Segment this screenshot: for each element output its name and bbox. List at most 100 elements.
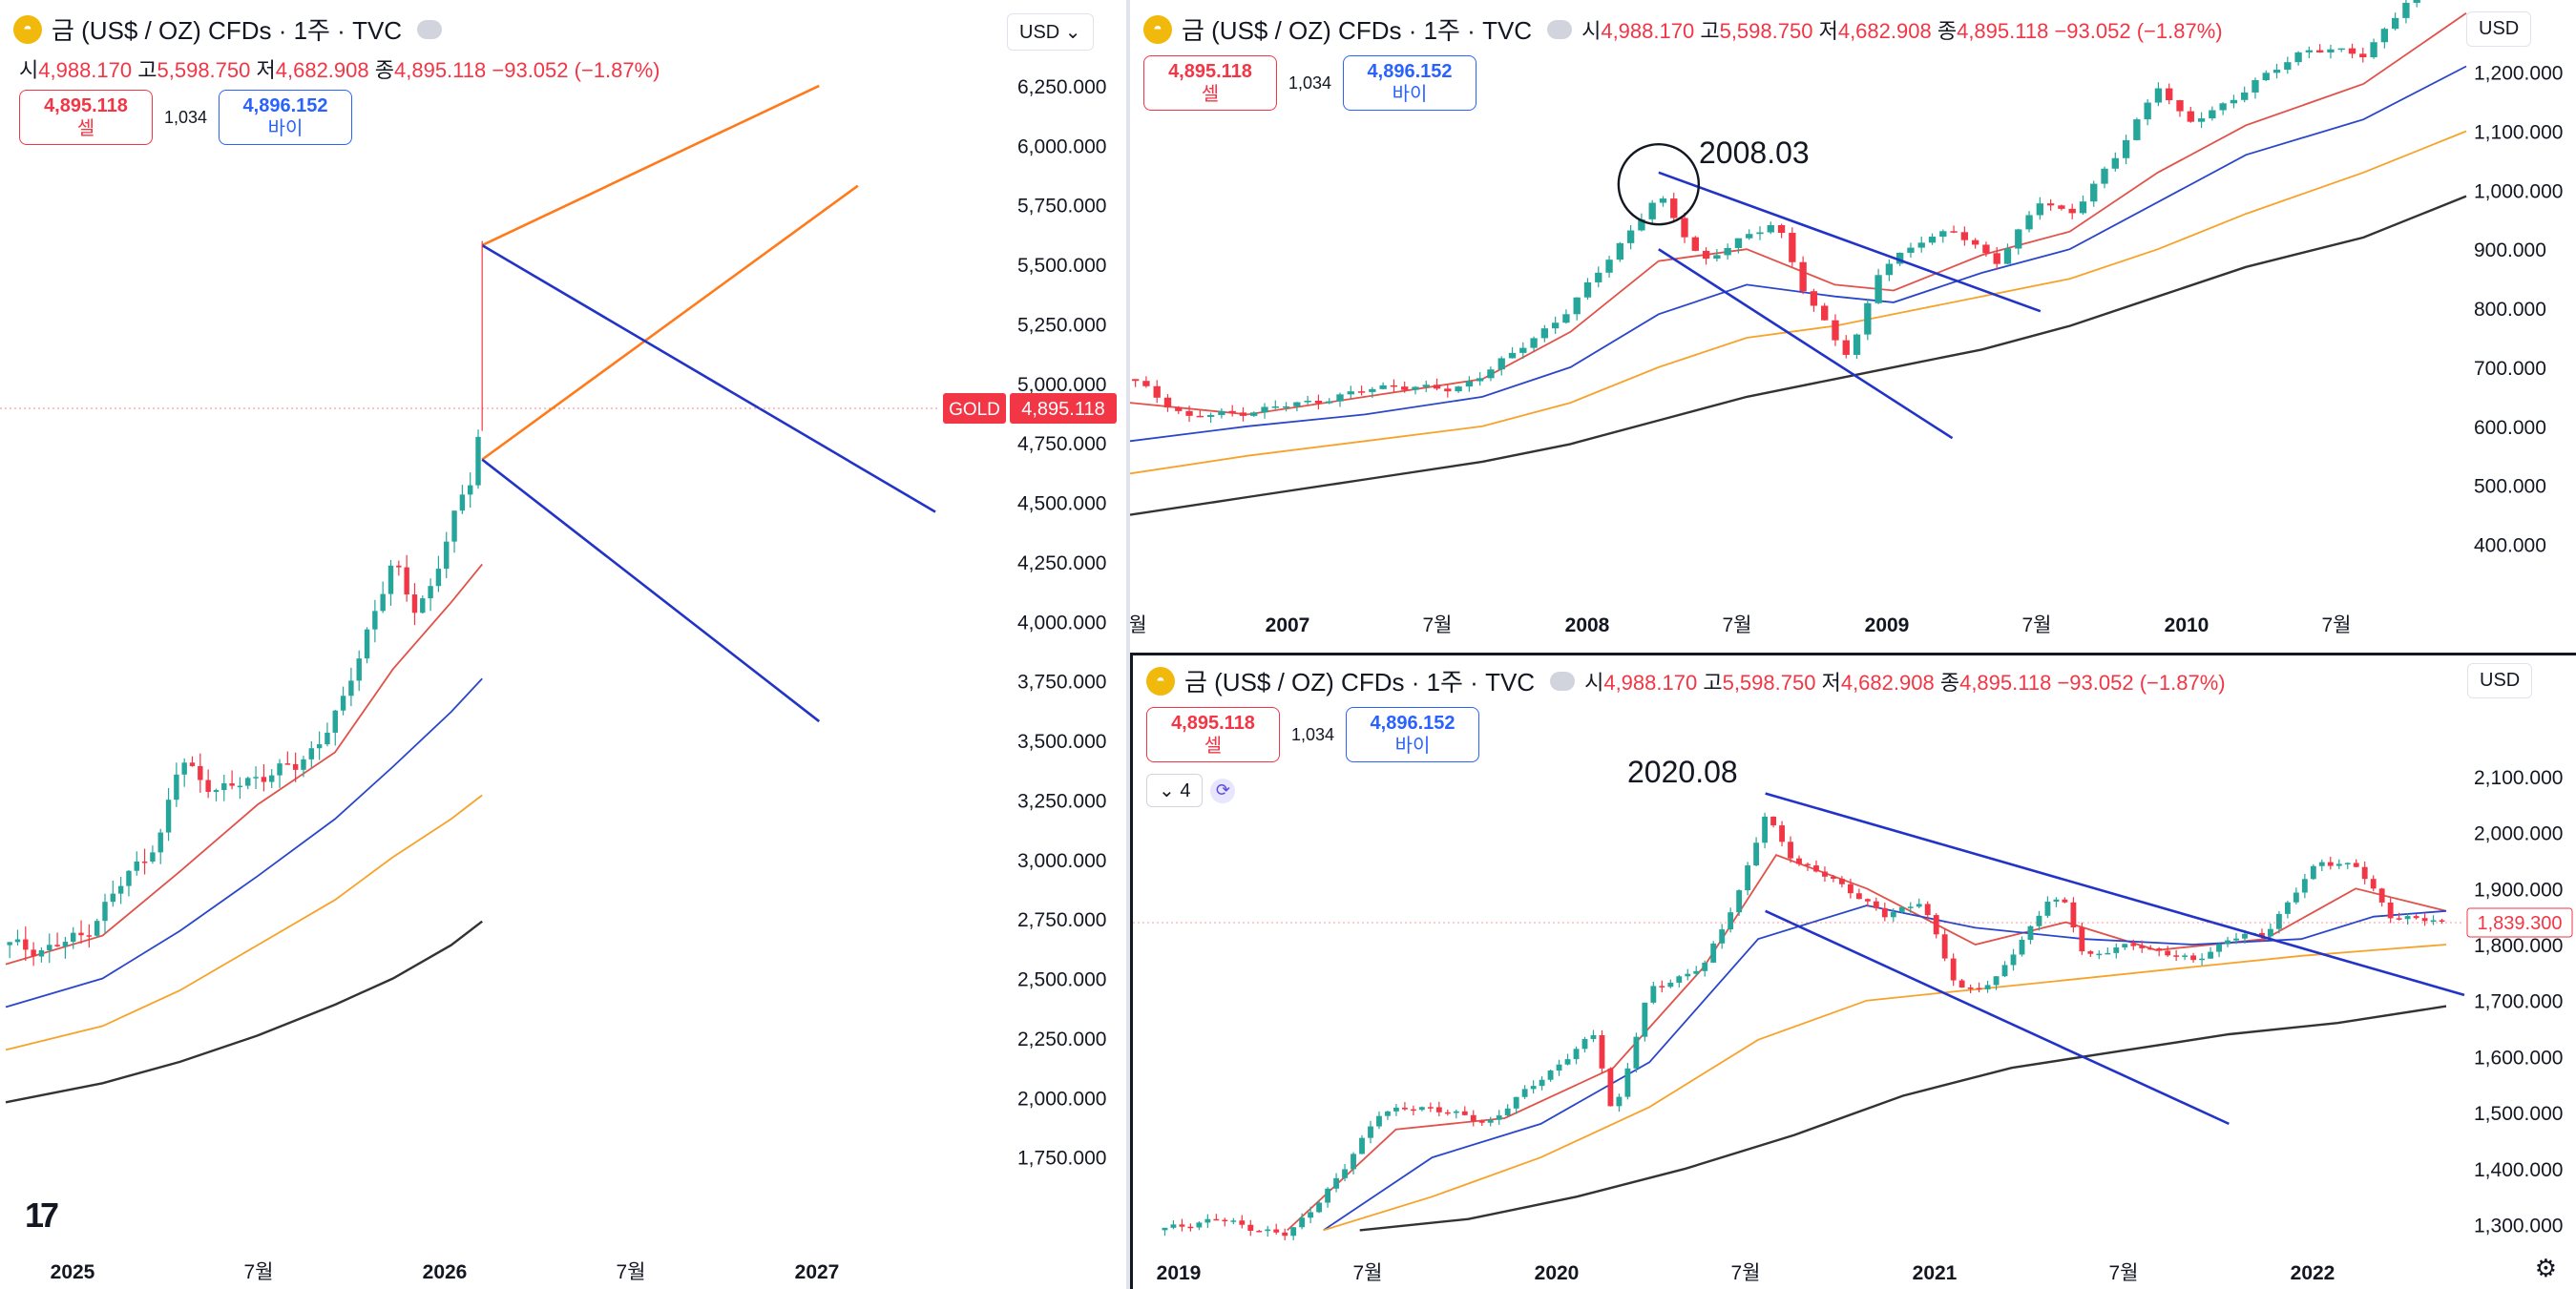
candle-body	[2396, 918, 2402, 920]
candle-body	[1290, 1227, 1297, 1237]
y-tick-label: 600.000	[2474, 417, 2546, 439]
annotation-2008[interactable]: 2008.03	[1699, 135, 1810, 170]
candle-body	[2058, 205, 2065, 209]
collapse-indicators-button[interactable]: ⌄ 4	[1146, 774, 1204, 807]
candle-body	[1271, 406, 1279, 408]
candle-body	[2294, 52, 2302, 63]
candle-body	[1390, 385, 1398, 387]
candle-body	[1616, 242, 1623, 260]
price-tag-value-bg	[1010, 392, 1117, 424]
candle-body	[1924, 904, 1931, 916]
moving-average-line	[5, 920, 483, 1104]
tradingview-logo[interactable]: 17	[25, 1195, 59, 1235]
candle-body	[1478, 1120, 1485, 1123]
chart-pane-top-right[interactable]: 400.000 500.000 600.000 700.000 800.000 900.0…	[1130, 0, 2576, 649]
buy-button[interactable]: 4,896.152 바이	[219, 90, 353, 145]
candle-body	[2025, 215, 2033, 230]
symbol-header[interactable]: ◓ 금 (US$ / OZ) CFDs · 1주 · TVC 시4,988.17…	[1143, 11, 2223, 47]
y-tick-label: 2,000.000	[2474, 823, 2563, 845]
candle-body	[2036, 915, 2042, 926]
moving-average-line	[1323, 904, 2447, 1232]
candle-body	[1573, 297, 1581, 315]
eye-icon[interactable]	[417, 19, 443, 39]
candle-body	[1967, 988, 1974, 989]
moving-average-line	[1130, 130, 2467, 475]
candle-body	[1213, 1218, 1220, 1221]
candle-body	[157, 832, 163, 853]
eye-icon[interactable]	[1550, 671, 1576, 691]
symbol-header[interactable]: ◓ 금 (US$ / OZ) CFDs · 1주 · TVC	[13, 11, 443, 47]
candle-body	[1314, 401, 1323, 404]
annotation-2020[interactable]: 2020.08	[1627, 755, 1738, 789]
x-tick-label: 7월	[1731, 1262, 1761, 1284]
candle-body	[2327, 862, 2334, 866]
symbol-title[interactable]: 금 (US$ / OZ) CFDs · 1주 · TVC	[52, 16, 403, 45]
candle-body	[1465, 381, 1474, 387]
x-tick-label: 2009	[1865, 614, 1910, 636]
buy-button[interactable]: 4,896.152 바이	[1346, 707, 1480, 762]
candle-body	[1282, 1232, 1288, 1237]
chart-canvas-top-right[interactable]: 400.000 500.000 600.000 700.000 800.000 900.0…	[1130, 0, 2576, 649]
candle-body	[1470, 1114, 1476, 1121]
candle-body	[2316, 50, 2324, 52]
candle-body	[1728, 912, 1734, 930]
y-tick-label: 5,000.000	[1017, 374, 1106, 396]
candle-body	[1702, 962, 1708, 971]
candle-body	[2310, 865, 2316, 880]
currency-select[interactable]: USD ⌄	[1007, 13, 1094, 51]
candle-body	[126, 870, 132, 886]
currency-select[interactable]: USD	[2467, 663, 2533, 698]
price-tag-value-bg	[2466, 907, 2573, 938]
candle-body	[2197, 118, 2206, 122]
chart-canvas-left[interactable]: 1,750.000 2,000.000 2,250.000 2,500.000 2,75…	[0, 0, 1126, 1289]
candle-body	[2068, 208, 2076, 214]
chart-canvas-bottom-right[interactable]: 1,300.000 1,400.000 1,500.000 1,600.000 1,70…	[1133, 655, 2576, 1289]
y-tick-label: 4,250.000	[1017, 552, 1106, 574]
candle-body	[1982, 244, 1990, 254]
sell-button[interactable]: 4,895.118 셀	[19, 90, 153, 145]
candle-body	[1308, 1212, 1314, 1218]
candle-body	[1326, 401, 1333, 404]
symbol-header[interactable]: ◓ 금 (US$ / OZ) CFDs · 1주 · TVC 시4,988.17…	[1146, 663, 2226, 698]
candle-body	[428, 586, 433, 599]
candle-body	[1299, 1217, 1306, 1228]
candle-body	[1422, 385, 1430, 387]
candle-body	[1336, 394, 1344, 402]
y-tick-label: 1,400.000	[2474, 1159, 2563, 1181]
candle-body	[2301, 879, 2308, 893]
sell-button[interactable]: 4,895.118 셀	[1146, 707, 1280, 762]
candle-body	[1410, 1109, 1416, 1112]
sync-icon[interactable]: ⟳	[1210, 778, 1236, 803]
candle-body	[2268, 928, 2273, 937]
chart-pane-left[interactable]: 1,750.000 2,000.000 2,250.000 2,500.000 2,75…	[0, 0, 1126, 1289]
candle-body	[1950, 958, 1957, 981]
candle-body	[316, 744, 323, 749]
y-tick-label: 2,100.000	[2474, 767, 2563, 789]
candle-body	[2262, 73, 2270, 81]
symbol-title[interactable]: 금 (US$ / OZ) CFDs · 1주 · TVC	[1182, 16, 1533, 45]
candle-body	[1595, 272, 1602, 282]
candle-body	[1607, 1068, 1614, 1107]
sell-button[interactable]: 4,895.118 셀	[1143, 55, 1277, 111]
chart-pane-bottom-right[interactable]: 1,300.000 1,400.000 1,500.000 1,600.000 1,70…	[1130, 653, 2576, 1289]
candle-body	[372, 611, 378, 630]
candle-body	[411, 594, 418, 613]
y-tick-label: 1,200.000	[2474, 63, 2563, 85]
candle-body	[1562, 314, 1570, 323]
buy-button[interactable]: 4,896.152 바이	[1343, 55, 1477, 111]
candle-body	[1573, 1049, 1580, 1060]
candle-body	[1504, 1108, 1511, 1116]
currency-select[interactable]: USD	[2466, 11, 2532, 47]
candle-body	[435, 569, 442, 587]
candle-body	[340, 696, 346, 711]
candle-body	[198, 765, 203, 780]
symbol-title[interactable]: 금 (US$ / OZ) CFDs · 1주 · TVC	[1184, 668, 1536, 696]
candle-body	[1185, 410, 1193, 416]
pane-separator[interactable]	[1126, 0, 1130, 1289]
y-tick-label: 1,600.000	[2474, 1047, 2563, 1069]
candle-body	[1864, 899, 1871, 902]
gear-icon[interactable]: ⚙	[2534, 1254, 2557, 1282]
eye-icon[interactable]	[1547, 19, 1573, 39]
candle-body	[2216, 944, 2222, 952]
x-tick-label: 7월	[244, 1261, 274, 1283]
